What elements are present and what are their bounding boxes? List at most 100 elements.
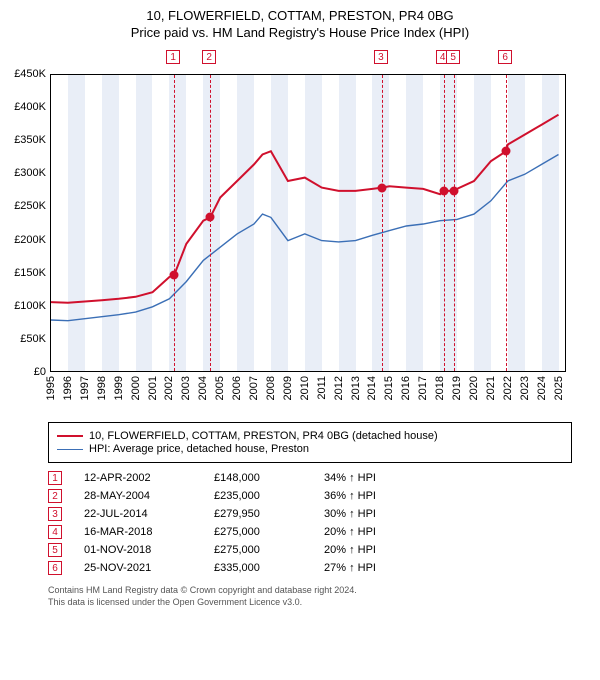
x-axis-label: 2012	[333, 376, 345, 400]
x-axis-label: 2024	[536, 376, 548, 400]
x-axis-label: 2001	[147, 376, 159, 400]
sale-index: 1	[48, 471, 62, 485]
sale-diff: 20% ↑ HPI	[324, 526, 434, 538]
x-axis-label: 2020	[468, 376, 480, 400]
event-line	[444, 75, 445, 371]
x-axis-label: 2025	[553, 376, 565, 400]
x-axis-label: 1996	[62, 376, 74, 400]
legend-swatch	[57, 435, 83, 437]
event-dot	[206, 213, 215, 222]
event-dot	[450, 186, 459, 195]
legend: 10, FLOWERFIELD, COTTAM, PRESTON, PR4 0B…	[48, 422, 572, 463]
x-axis-label: 2023	[519, 376, 531, 400]
x-axis-label: 1997	[79, 376, 91, 400]
sale-date: 12-APR-2002	[84, 472, 214, 484]
event-dot	[502, 147, 511, 156]
x-axis-label: 2010	[299, 376, 311, 400]
y-axis-label: £250K	[8, 200, 46, 212]
event-marker: 3	[374, 50, 388, 64]
x-axis-label: 2015	[383, 376, 395, 400]
event-marker: 5	[446, 50, 460, 64]
legend-item: 10, FLOWERFIELD, COTTAM, PRESTON, PR4 0B…	[57, 430, 563, 442]
chart-title-sub: Price paid vs. HM Land Registry's House …	[0, 23, 600, 46]
sale-date: 01-NOV-2018	[84, 544, 214, 556]
event-line	[174, 75, 175, 371]
sale-date: 25-NOV-2021	[84, 562, 214, 574]
legend-label: HPI: Average price, detached house, Pres…	[89, 443, 309, 455]
y-axis-label: £350K	[8, 134, 46, 146]
event-marker: 6	[498, 50, 512, 64]
x-axis-label: 2018	[434, 376, 446, 400]
y-axis-label: £300K	[8, 167, 46, 179]
y-axis-label: £100K	[8, 300, 46, 312]
x-axis-label: 2000	[130, 376, 142, 400]
chart-title-address: 10, FLOWERFIELD, COTTAM, PRESTON, PR4 0B…	[0, 0, 600, 23]
chart-area: £0£50K£100K£150K£200K£250K£300K£350K£400…	[8, 74, 568, 404]
x-axis-label: 2007	[248, 376, 260, 400]
event-line	[506, 75, 507, 371]
footer: Contains HM Land Registry data © Crown c…	[48, 585, 572, 608]
legend-swatch	[57, 449, 83, 450]
sale-index: 4	[48, 525, 62, 539]
footer-line-2: This data is licensed under the Open Gov…	[48, 597, 572, 609]
x-axis-label: 2005	[214, 376, 226, 400]
event-dot	[377, 183, 386, 192]
sale-diff: 34% ↑ HPI	[324, 472, 434, 484]
event-line	[454, 75, 455, 371]
sale-diff: 30% ↑ HPI	[324, 508, 434, 520]
series-property	[51, 115, 559, 303]
footer-line-1: Contains HM Land Registry data © Crown c…	[48, 585, 572, 597]
sale-row: 4 16-MAR-2018£275,00020% ↑ HPI	[48, 525, 572, 539]
plot-svg	[51, 75, 567, 373]
y-axis-label: £400K	[8, 101, 46, 113]
sale-index: 6	[48, 561, 62, 575]
y-axis-label: £450K	[8, 68, 46, 80]
x-axis-label: 2002	[163, 376, 175, 400]
container: 10, FLOWERFIELD, COTTAM, PRESTON, PR4 0B…	[0, 0, 600, 680]
sale-price: £275,000	[214, 544, 324, 556]
x-axis-label: 2014	[366, 376, 378, 400]
x-axis-label: 2009	[282, 376, 294, 400]
sale-row: 112-APR-2002£148,00034% ↑ HPI	[48, 471, 572, 485]
sale-index: 2	[48, 489, 62, 503]
sale-date: 22-JUL-2014	[84, 508, 214, 520]
x-axis-label: 2011	[316, 376, 328, 400]
sale-price: £275,000	[214, 526, 324, 538]
series-hpi	[51, 155, 559, 321]
x-axis-label: 2006	[231, 376, 243, 400]
x-axis-label: 1995	[45, 376, 57, 400]
event-marker: 2	[202, 50, 216, 64]
x-axis-label: 2017	[417, 376, 429, 400]
sale-index: 5	[48, 543, 62, 557]
sale-diff: 20% ↑ HPI	[324, 544, 434, 556]
x-axis-label: 2003	[180, 376, 192, 400]
sale-date: 28-MAY-2004	[84, 490, 214, 502]
y-axis-label: £0	[8, 366, 46, 378]
x-axis-label: 2022	[502, 376, 514, 400]
sale-date: 16-MAR-2018	[84, 526, 214, 538]
event-marker: 1	[166, 50, 180, 64]
x-axis-label: 2019	[451, 376, 463, 400]
sale-diff: 36% ↑ HPI	[324, 490, 434, 502]
y-axis-label: £50K	[8, 333, 46, 345]
sale-row: 5 01-NOV-2018£275,00020% ↑ HPI	[48, 543, 572, 557]
sale-index: 3	[48, 507, 62, 521]
x-axis-label: 2021	[485, 376, 497, 400]
y-axis-label: £150K	[8, 267, 46, 279]
legend-label: 10, FLOWERFIELD, COTTAM, PRESTON, PR4 0B…	[89, 430, 438, 442]
event-dot	[439, 186, 448, 195]
sale-row: 3 22-JUL-2014£279,95030% ↑ HPI	[48, 507, 572, 521]
sale-diff: 27% ↑ HPI	[324, 562, 434, 574]
event-line	[382, 75, 383, 371]
event-dot	[170, 270, 179, 279]
sale-price: £335,000	[214, 562, 324, 574]
x-axis-label: 1998	[96, 376, 108, 400]
plot-border	[50, 74, 566, 372]
sale-price: £235,000	[214, 490, 324, 502]
event-line	[210, 75, 211, 371]
sales-table: 112-APR-2002£148,00034% ↑ HPI228-MAY-200…	[48, 471, 572, 575]
x-axis-label: 2008	[265, 376, 277, 400]
sale-row: 2 28-MAY-2004£235,00036% ↑ HPI	[48, 489, 572, 503]
sale-row: 6 25-NOV-2021£335,00027% ↑ HPI	[48, 561, 572, 575]
sale-price: £279,950	[214, 508, 324, 520]
